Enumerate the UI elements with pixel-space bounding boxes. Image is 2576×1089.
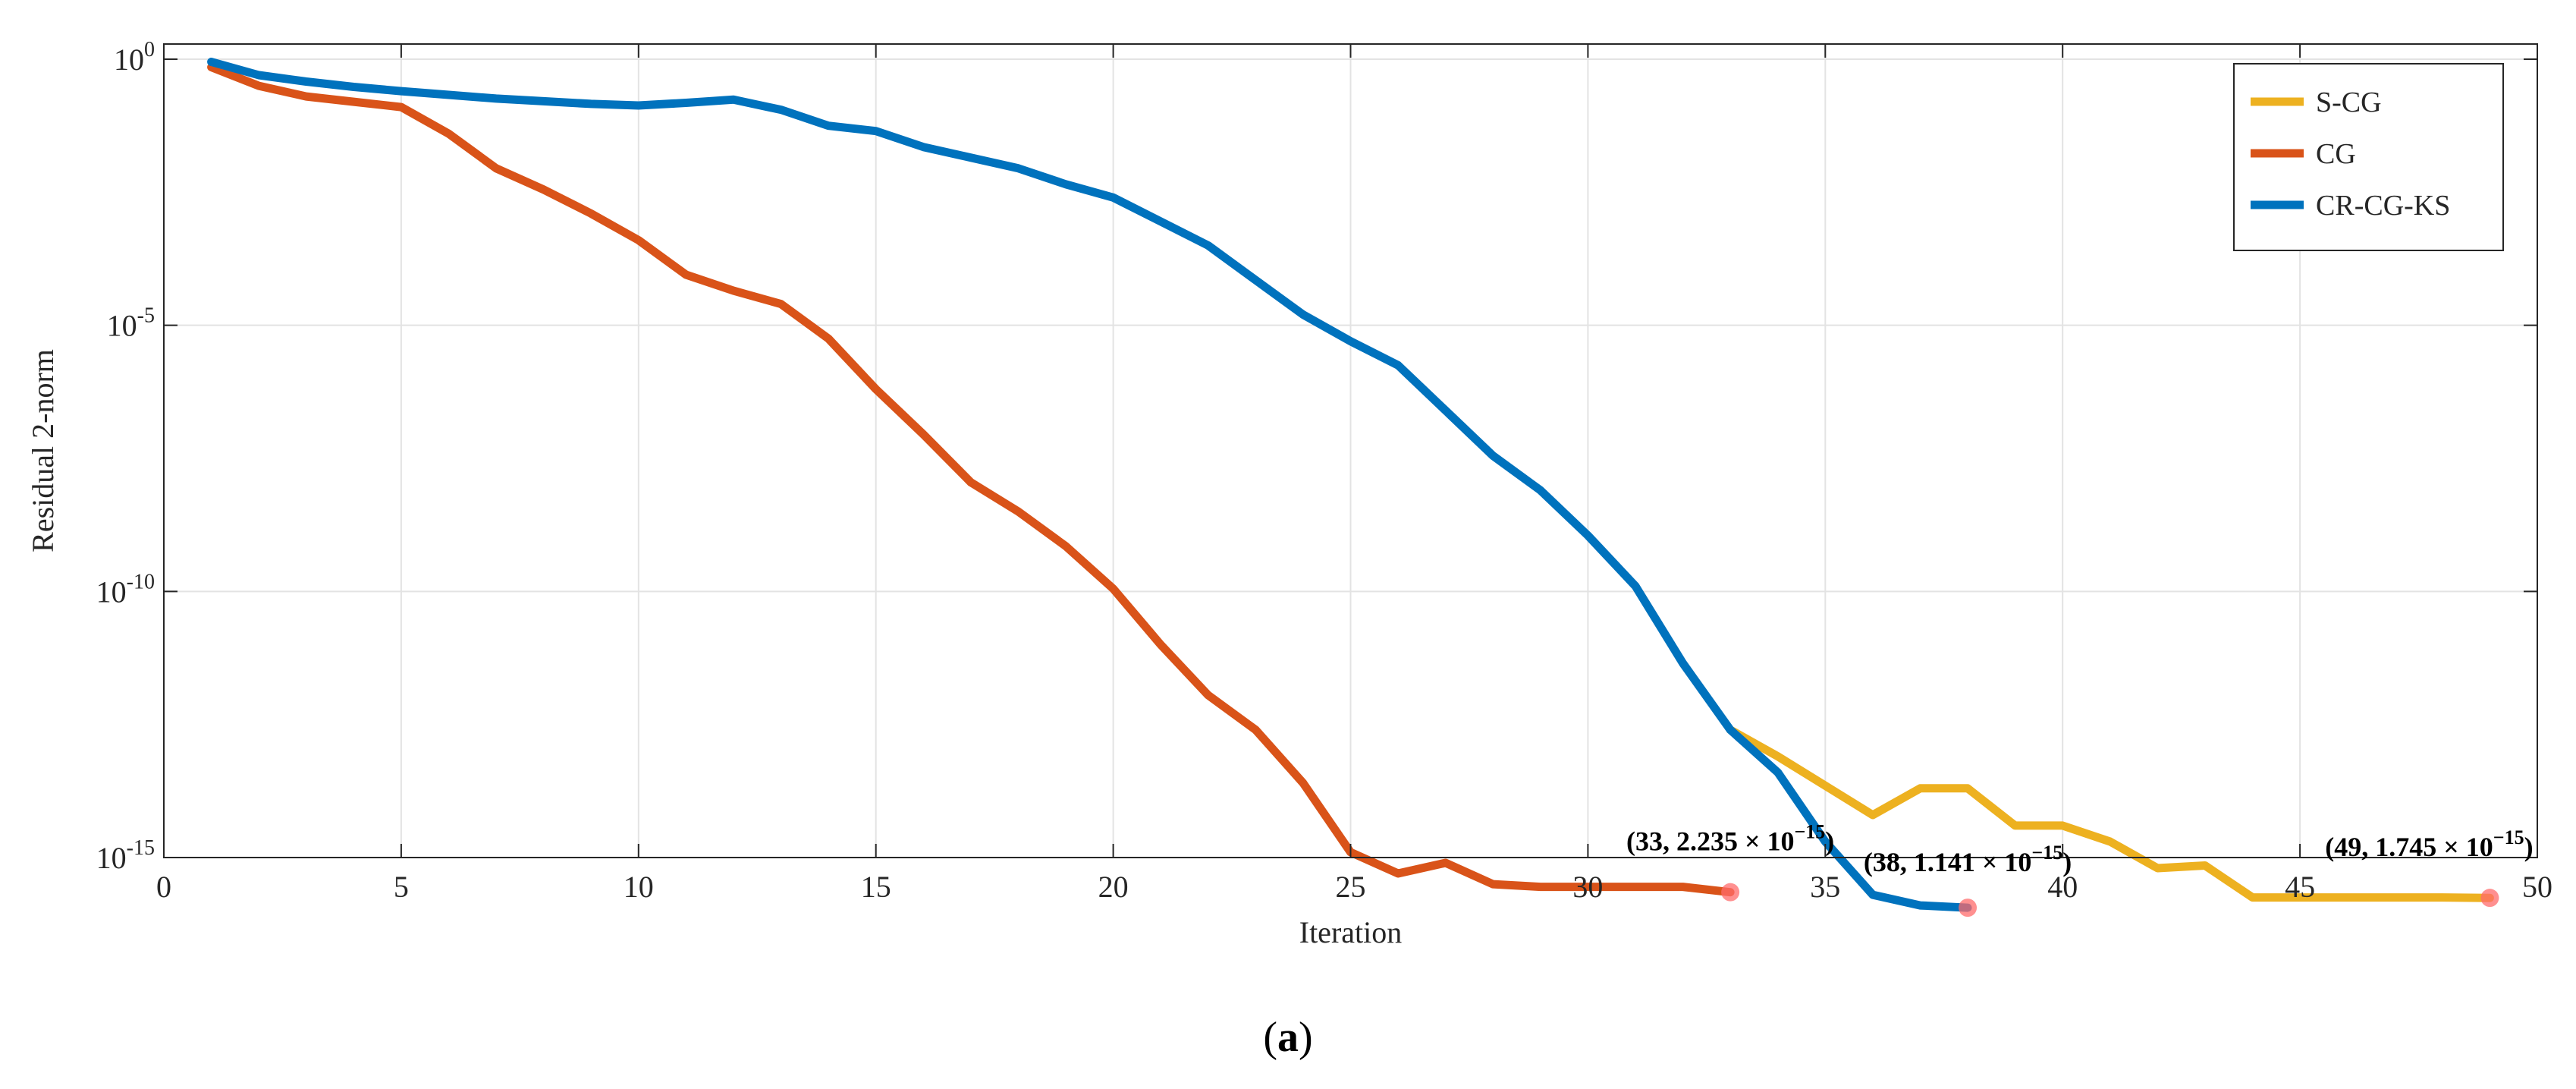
x-tick-label: 10 xyxy=(624,870,654,904)
legend-label-s-cg: S-CG xyxy=(2316,87,2382,118)
caption-open-paren: ( xyxy=(1263,1014,1277,1061)
caption-letter: a xyxy=(1277,1014,1299,1061)
annotation-label: (38, 1.141 × 10−15) xyxy=(1864,842,2072,877)
series-lines xyxy=(207,58,2494,912)
x-tick-label: 15 xyxy=(861,870,891,904)
figure-caption: (a) xyxy=(1263,1014,1312,1061)
series-line-cr-cg-ks xyxy=(207,58,1972,912)
y-axis-label: Residual 2-norm xyxy=(26,349,60,552)
x-tick-label: 30 xyxy=(1572,870,1603,904)
caption-close-paren: ) xyxy=(1299,1014,1313,1061)
annotation-marker xyxy=(1959,899,1978,917)
axis-ticks: 0 5 10 15 20 25 30 35 40 45 50 100 10-5 10-10 10-15 xyxy=(96,38,2552,904)
series-line-s-cg xyxy=(1726,725,2494,902)
y-tick-label: 10-10 xyxy=(96,570,155,609)
y-tick-label: 10-15 xyxy=(96,836,155,875)
legend-label-cg: CG xyxy=(2316,138,2356,170)
x-tick-label: 5 xyxy=(394,870,409,904)
x-tick-label: 45 xyxy=(2285,870,2315,904)
y-tick-label: 100 xyxy=(114,38,155,77)
series-line-cg xyxy=(207,63,1735,897)
annotation-marker xyxy=(2480,889,2499,908)
legend-label-cr-cg-ks: CR-CG-KS xyxy=(2316,190,2450,222)
x-tick-label: 25 xyxy=(1336,870,1366,904)
x-tick-label: 20 xyxy=(1098,870,1129,904)
legend[interactable]: S-CG CG CR-CG-KS xyxy=(2233,63,2504,251)
x-axis-label: Iteration xyxy=(1299,915,1403,949)
y-tick-label: 10-5 xyxy=(107,304,155,343)
grid xyxy=(163,44,2538,858)
annotation-markers xyxy=(1721,883,2499,917)
x-tick-label: 50 xyxy=(2522,870,2552,904)
annotations: (33, 2.235 × 10−15) (38, 1.141 × 10−15) (4… xyxy=(1626,821,2534,877)
x-tick-label: 0 xyxy=(156,870,171,904)
x-tick-label: 35 xyxy=(1810,870,1840,904)
annotation-label: (49, 1.745 × 10−15) xyxy=(2325,826,2533,862)
annotation-label: (33, 2.235 × 10−15) xyxy=(1626,821,1834,857)
annotation-marker xyxy=(1721,883,1740,902)
x-tick-label: 40 xyxy=(2047,870,2078,904)
